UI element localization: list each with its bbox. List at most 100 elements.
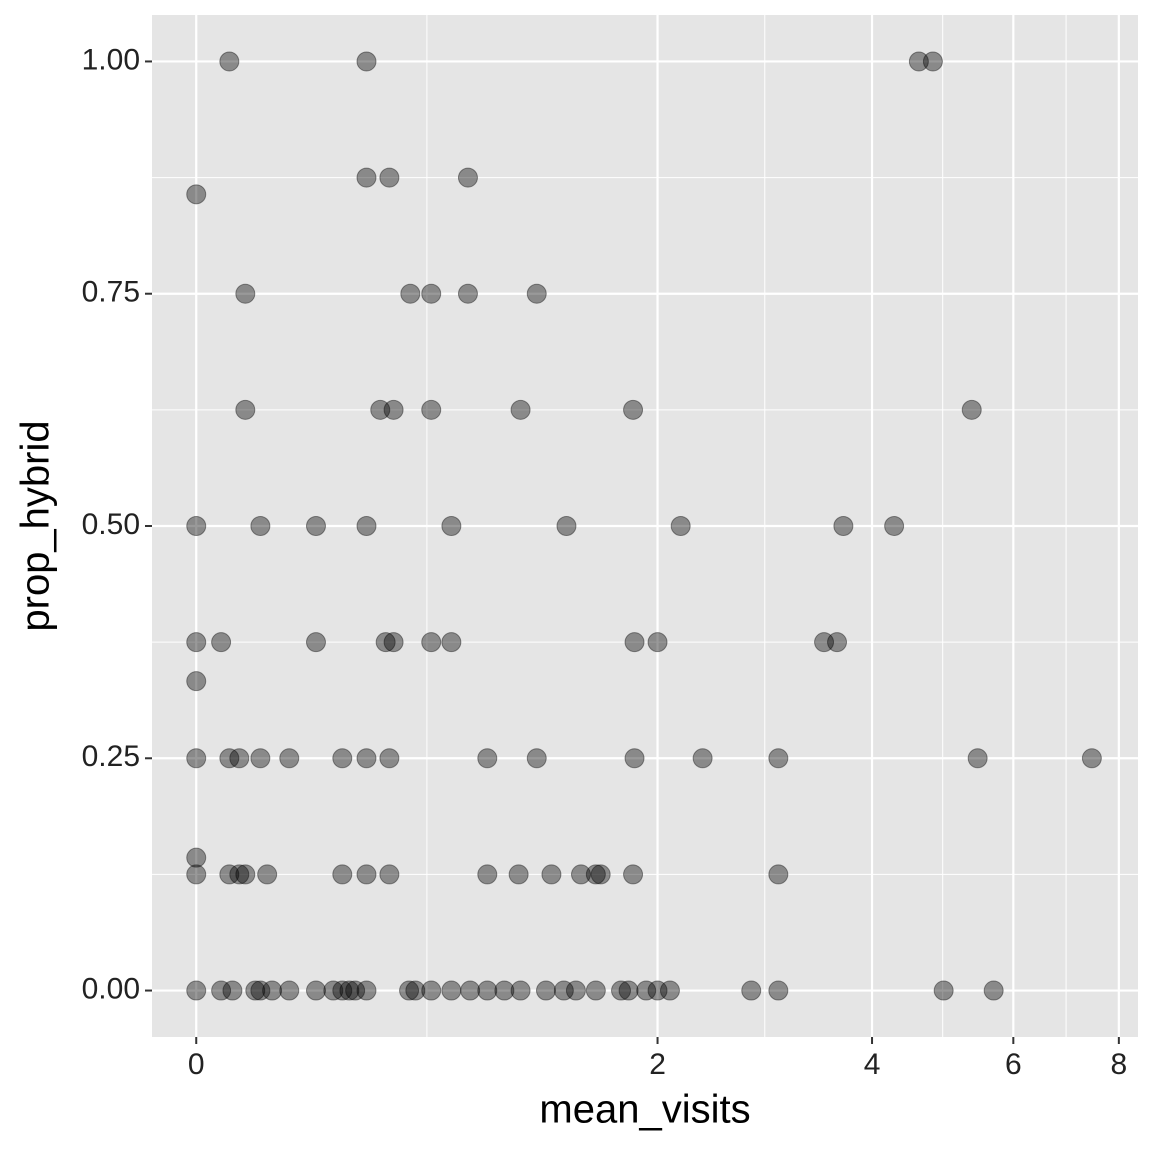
point: [250, 516, 271, 536]
point: [556, 516, 577, 536]
y-tick-label: 0.25: [82, 740, 140, 773]
point: [186, 671, 207, 692]
point: [441, 980, 462, 1001]
x-axis-title: mean_visits: [539, 1088, 750, 1132]
point: [624, 748, 645, 769]
point: [356, 167, 377, 188]
point: [884, 516, 905, 536]
point: [235, 864, 256, 885]
point: [922, 51, 943, 72]
point: [510, 399, 531, 420]
point: [647, 632, 668, 653]
point: [768, 748, 789, 769]
point: [305, 632, 326, 653]
point: [279, 980, 300, 1001]
point: [323, 980, 344, 1001]
point: [768, 980, 789, 1001]
point: [624, 632, 645, 653]
point: [421, 980, 442, 1001]
point: [585, 980, 606, 1001]
point: [590, 864, 611, 885]
point: [494, 980, 515, 1001]
point: [211, 632, 232, 653]
y-tick-label: 0.75: [82, 276, 140, 309]
point: [741, 980, 762, 1001]
point: [541, 864, 562, 885]
point: [279, 748, 300, 769]
point: [526, 283, 547, 304]
point: [370, 399, 391, 420]
point: [356, 864, 377, 885]
point: [257, 864, 278, 885]
point: [553, 980, 574, 1001]
point: [332, 864, 353, 885]
x-tick-label: 4: [864, 1048, 881, 1081]
point: [457, 167, 478, 188]
point: [375, 632, 396, 653]
point: [441, 516, 462, 536]
point: [526, 748, 547, 769]
point: [400, 283, 421, 304]
point: [250, 980, 271, 1001]
y-tick-label: 1.00: [82, 43, 140, 76]
point: [332, 748, 353, 769]
point: [186, 632, 207, 653]
point: [421, 632, 442, 653]
point: [908, 51, 929, 72]
point: [421, 399, 442, 420]
point: [692, 748, 713, 769]
point: [383, 399, 404, 420]
point: [383, 632, 404, 653]
point: [508, 864, 529, 885]
point: [833, 516, 854, 536]
point: [405, 980, 426, 1001]
point: [186, 980, 207, 1001]
point: [623, 399, 644, 420]
point: [379, 167, 400, 188]
point: [659, 980, 680, 1001]
point: [618, 980, 639, 1001]
point: [305, 516, 326, 536]
point: [229, 864, 250, 885]
point: [186, 748, 207, 769]
point: [235, 399, 256, 420]
point: [219, 864, 240, 885]
point: [186, 184, 207, 205]
point: [356, 516, 377, 536]
point: [477, 748, 498, 769]
point: [305, 980, 326, 1001]
point: [768, 864, 789, 885]
point: [477, 980, 498, 1001]
point: [441, 632, 462, 653]
point: [611, 980, 632, 1001]
point: [211, 980, 232, 1001]
y-tick-label: 0.00: [82, 972, 140, 1005]
point: [379, 864, 400, 885]
point: [457, 283, 478, 304]
point: [933, 980, 954, 1001]
point: [460, 980, 481, 1001]
point: [399, 980, 420, 1001]
point: [235, 283, 256, 304]
point: [356, 748, 377, 769]
y-axis-title: prop_hybrid: [14, 420, 58, 631]
point: [379, 748, 400, 769]
point: [356, 51, 377, 72]
point: [585, 864, 606, 885]
point: [1081, 748, 1102, 769]
point: [647, 980, 668, 1001]
x-tick-label: 0: [188, 1048, 205, 1081]
point: [983, 980, 1004, 1001]
point: [967, 748, 988, 769]
point: [332, 980, 353, 1001]
grid: [152, 15, 1138, 1037]
point: [636, 980, 657, 1001]
point: [623, 864, 644, 885]
point: [262, 980, 283, 1001]
point: [219, 51, 240, 72]
point: [219, 748, 240, 769]
point: [186, 516, 207, 536]
point: [339, 980, 360, 1001]
point: [186, 864, 207, 885]
point: [961, 399, 982, 420]
